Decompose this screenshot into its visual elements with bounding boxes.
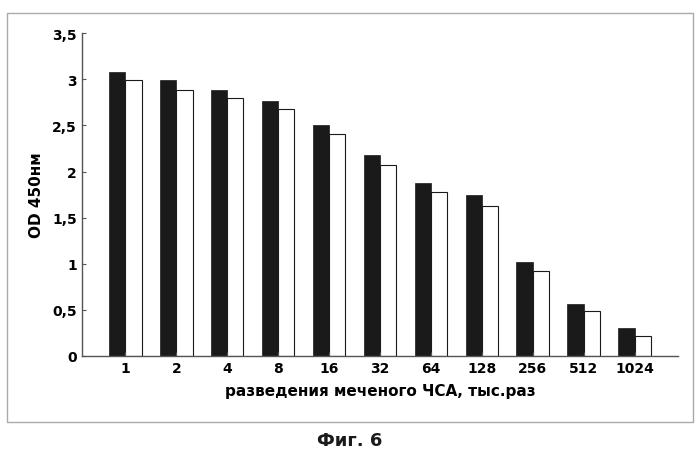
- Bar: [568, 304, 584, 356]
- Bar: [329, 134, 345, 356]
- Bar: [517, 262, 533, 356]
- Bar: [364, 156, 380, 356]
- Bar: [176, 91, 193, 356]
- Text: Фиг. 6: Фиг. 6: [317, 431, 383, 449]
- Bar: [211, 91, 228, 356]
- Bar: [380, 166, 396, 356]
- Bar: [278, 110, 295, 356]
- Bar: [431, 192, 447, 356]
- Bar: [160, 81, 176, 356]
- Bar: [584, 311, 600, 356]
- Bar: [635, 336, 651, 356]
- Bar: [533, 271, 549, 356]
- Bar: [262, 102, 278, 356]
- Bar: [466, 195, 482, 356]
- Bar: [109, 73, 125, 356]
- X-axis label: разведения меченого ЧСА, тыс.раз: разведения меченого ЧСА, тыс.раз: [225, 383, 536, 398]
- Y-axis label: OD 450нм: OD 450нм: [29, 152, 44, 238]
- Bar: [313, 126, 329, 356]
- Bar: [125, 81, 141, 356]
- Bar: [228, 99, 244, 356]
- Bar: [414, 184, 431, 356]
- Bar: [482, 206, 498, 356]
- Bar: [618, 329, 635, 356]
